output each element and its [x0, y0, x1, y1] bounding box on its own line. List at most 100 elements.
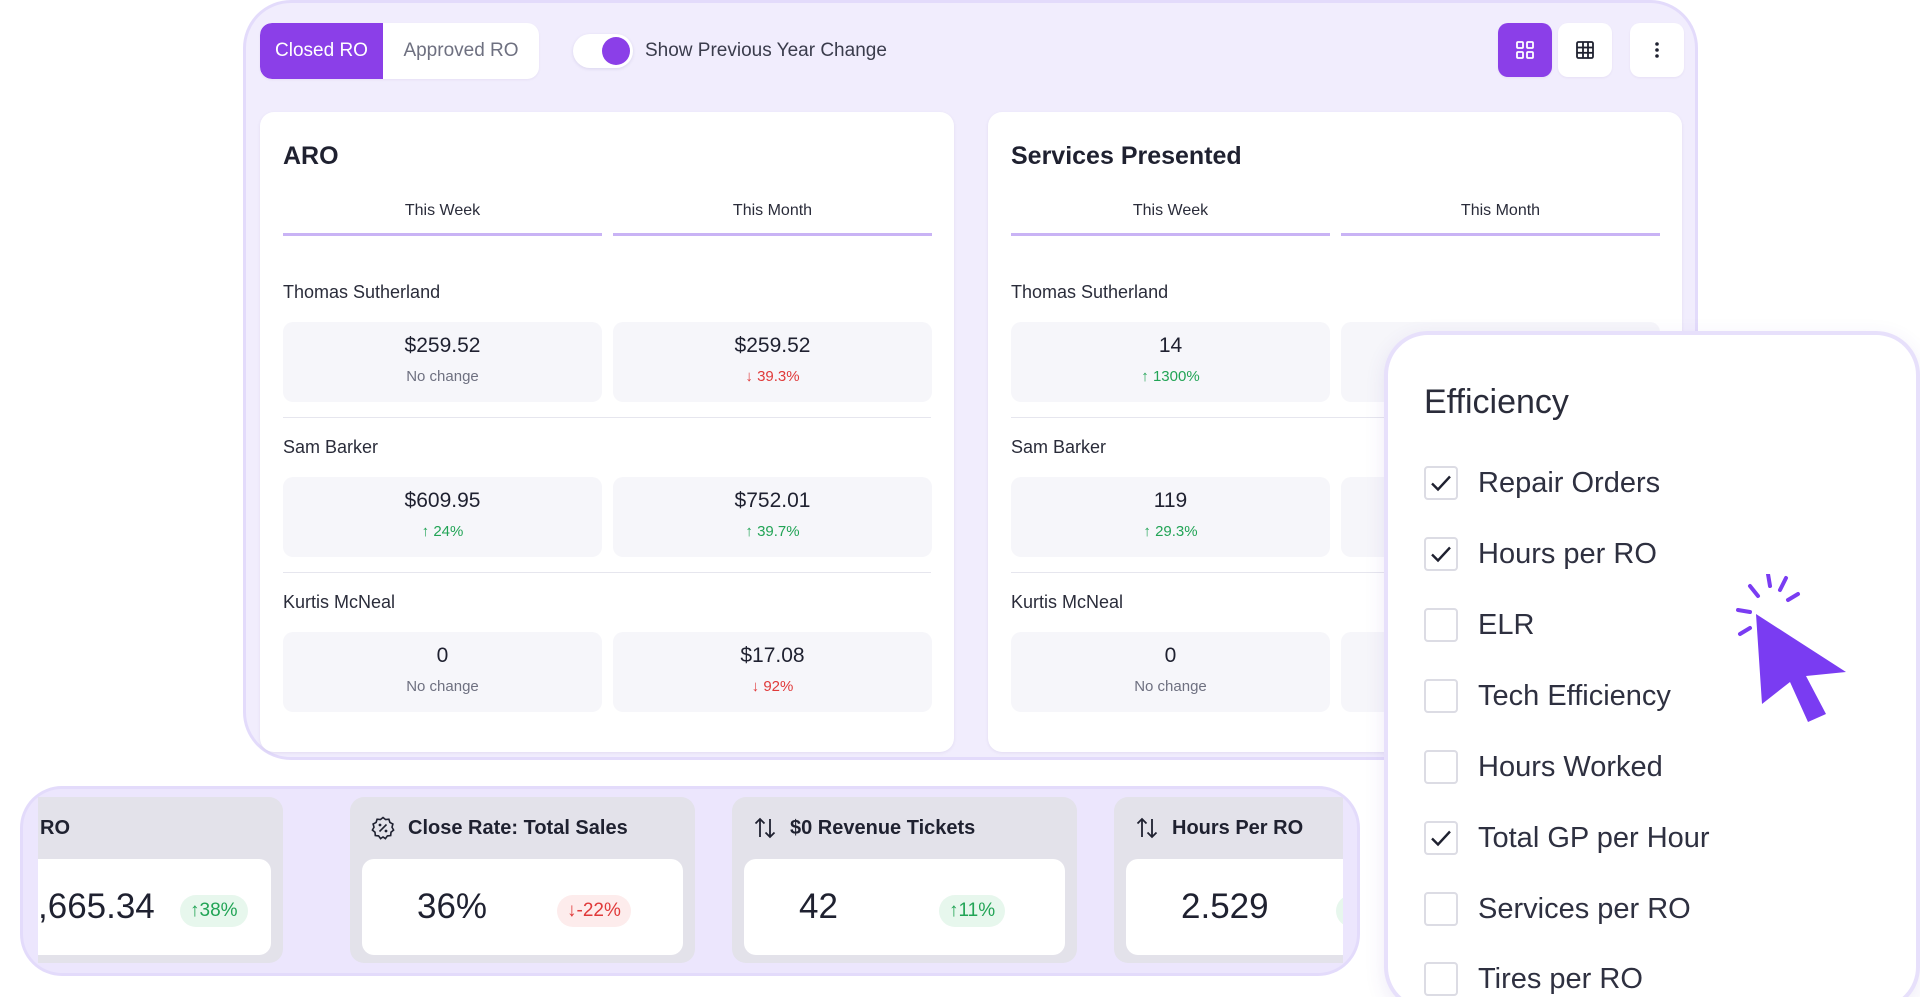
checkbox[interactable] — [1424, 821, 1458, 855]
person-name: Thomas Sutherland — [1011, 282, 1169, 302]
row-divider — [1011, 572, 1659, 573]
kpi-card[interactable]: $0 Revenue Tickets 42 ↑11% — [732, 797, 1077, 963]
more-vertical-icon — [1655, 42, 1659, 58]
week-change: ↑ 1300% — [1141, 368, 1200, 385]
kpi-body: 42 ↑11% — [744, 859, 1065, 955]
option-label: Tech Efficiency — [1478, 679, 1671, 712]
row-divider — [283, 417, 931, 418]
change-text: 92% — [763, 678, 794, 695]
sort-arrows-icon — [1136, 817, 1158, 839]
kpi-scroll-area[interactable]: RO ,665.34 ↑38% Close Rate: Total Sales — [38, 797, 1343, 963]
option-label: Repair Orders — [1478, 466, 1661, 499]
more-options-button[interactable] — [1630, 23, 1684, 77]
week-change: No change — [1134, 678, 1207, 695]
person-name: Sam Barker — [1011, 437, 1107, 457]
change-text: 39.7% — [757, 523, 800, 540]
kpi-body: 2.529 ↑3 — [1126, 859, 1343, 955]
kpi-change: ↑11% — [939, 895, 1006, 927]
kpi-title: Close Rate: Total Sales — [408, 816, 628, 839]
check-icon — [1431, 830, 1451, 847]
table-view-button[interactable] — [1558, 23, 1612, 77]
kpi-header: Hours Per RO — [1134, 811, 1303, 845]
checkbox[interactable] — [1424, 892, 1458, 926]
grid-view-button[interactable] — [1498, 23, 1552, 77]
option-hours-per-ro[interactable]: Hours per RO — [1424, 534, 1657, 574]
checkbox[interactable] — [1424, 962, 1458, 996]
option-services-per-ro[interactable]: Services per RO — [1424, 889, 1691, 929]
period-tabs: This Week This Month — [1011, 196, 1660, 236]
week-change: No change — [406, 678, 479, 695]
option-label: Tires per RO — [1478, 962, 1643, 995]
kpi-header: Close Rate: Total Sales — [370, 811, 628, 845]
checkbox[interactable] — [1424, 466, 1458, 500]
checkbox[interactable] — [1424, 679, 1458, 713]
kpi-change: ↑38% — [180, 895, 248, 927]
option-tech-efficiency[interactable]: Tech Efficiency — [1424, 676, 1671, 716]
option-tires-per-ro[interactable]: Tires per RO — [1424, 959, 1643, 997]
check-icon — [1431, 546, 1451, 563]
kpi-title: Hours Per RO — [1172, 816, 1304, 839]
tab-this-week[interactable]: This Week — [283, 196, 602, 236]
option-hours-worked[interactable]: Hours Worked — [1424, 747, 1663, 787]
kpi-title: RO — [40, 816, 70, 839]
week-value: $259.52 — [404, 334, 481, 357]
tab-approved-ro[interactable]: Approved RO — [403, 40, 519, 61]
week-value-box: 14 ↑ 1300% — [1011, 322, 1330, 402]
change-text: 1300% — [1152, 368, 1200, 385]
previous-year-toggle[interactable] — [573, 34, 633, 68]
tab-this-week[interactable]: This Week — [1011, 196, 1330, 236]
option-label: Total GP per Hour — [1478, 821, 1710, 854]
grid-icon — [1516, 41, 1534, 59]
card-title: Services Presented — [1011, 142, 1242, 170]
aro-card: ARO This Week This Month Thomas Sutherla… — [260, 112, 954, 752]
checkbox[interactable] — [1424, 537, 1458, 571]
checkbox[interactable] — [1424, 750, 1458, 784]
person-row: Kurtis McNeal 0 No change $17.08 ↓ 92% — [283, 592, 932, 712]
tab-closed-ro[interactable]: Closed RO — [260, 23, 383, 79]
kpi-card[interactable]: RO ,665.34 ↑38% — [38, 797, 283, 963]
toggle-knob — [602, 37, 630, 65]
change-text: 39.3% — [757, 368, 800, 385]
kpi-strip: RO ,665.34 ↑38% Close Rate: Total Sales — [20, 786, 1360, 976]
kpi-body: 36% ↓-22% — [362, 859, 683, 955]
month-value-box: $752.01 ↑ 39.7% — [613, 477, 932, 557]
month-value: $752.01 — [734, 489, 811, 512]
person-name: Sam Barker — [283, 437, 379, 457]
previous-year-toggle-group: Show Previous Year Change — [573, 33, 887, 69]
week-value: 14 — [1158, 334, 1183, 357]
kpi-value: 2.529 — [1181, 887, 1269, 926]
week-value: $609.95 — [404, 489, 481, 512]
sort-arrows-icon — [754, 817, 776, 839]
option-total-gp-per-hour[interactable]: Total GP per Hour — [1424, 818, 1710, 858]
toggle-label: Show Previous Year Change — [645, 40, 887, 61]
kpi-title: $0 Revenue Tickets — [790, 816, 976, 839]
checkbox[interactable] — [1424, 608, 1458, 642]
option-elr[interactable]: ELR — [1424, 605, 1534, 645]
week-value: 0 — [1164, 644, 1177, 667]
option-label: Hours Worked — [1478, 750, 1663, 783]
person-name: Kurtis McNeal — [283, 592, 396, 612]
tab-this-month[interactable]: This Month — [1341, 196, 1660, 236]
kpi-card[interactable]: Close Rate: Total Sales 36% ↓-22% — [350, 797, 695, 963]
option-label: Hours per RO — [1478, 537, 1657, 570]
week-change: ↑ 29.3% — [1143, 523, 1198, 540]
kpi-value: 42 — [799, 887, 838, 926]
person-name: Thomas Sutherland — [283, 282, 441, 302]
tab-this-month[interactable]: This Month — [613, 196, 932, 236]
change-text: 24% — [433, 523, 464, 540]
efficiency-title: Efficiency — [1424, 383, 1569, 421]
kpi-body: ,665.34 ↑38% — [38, 859, 271, 955]
card-title: ARO — [283, 142, 339, 170]
toolbar: Closed RO Approved RO Show Previous Year… — [260, 23, 1684, 79]
change-text: 29.3% — [1155, 523, 1198, 540]
week-value-box: 119 ↑ 29.3% — [1011, 477, 1330, 557]
week-value-box: 0 No change — [1011, 632, 1330, 712]
option-label: ELR — [1478, 608, 1535, 641]
kpi-value: 36% — [417, 887, 488, 926]
kpi-card[interactable]: Hours Per RO 2.529 ↑3 — [1114, 797, 1343, 963]
option-label: Services per RO — [1478, 892, 1691, 925]
option-repair-orders[interactable]: Repair Orders — [1424, 463, 1660, 503]
person-row: Thomas Sutherland $259.52 No change $259… — [283, 282, 932, 418]
month-value: $259.52 — [734, 334, 811, 357]
